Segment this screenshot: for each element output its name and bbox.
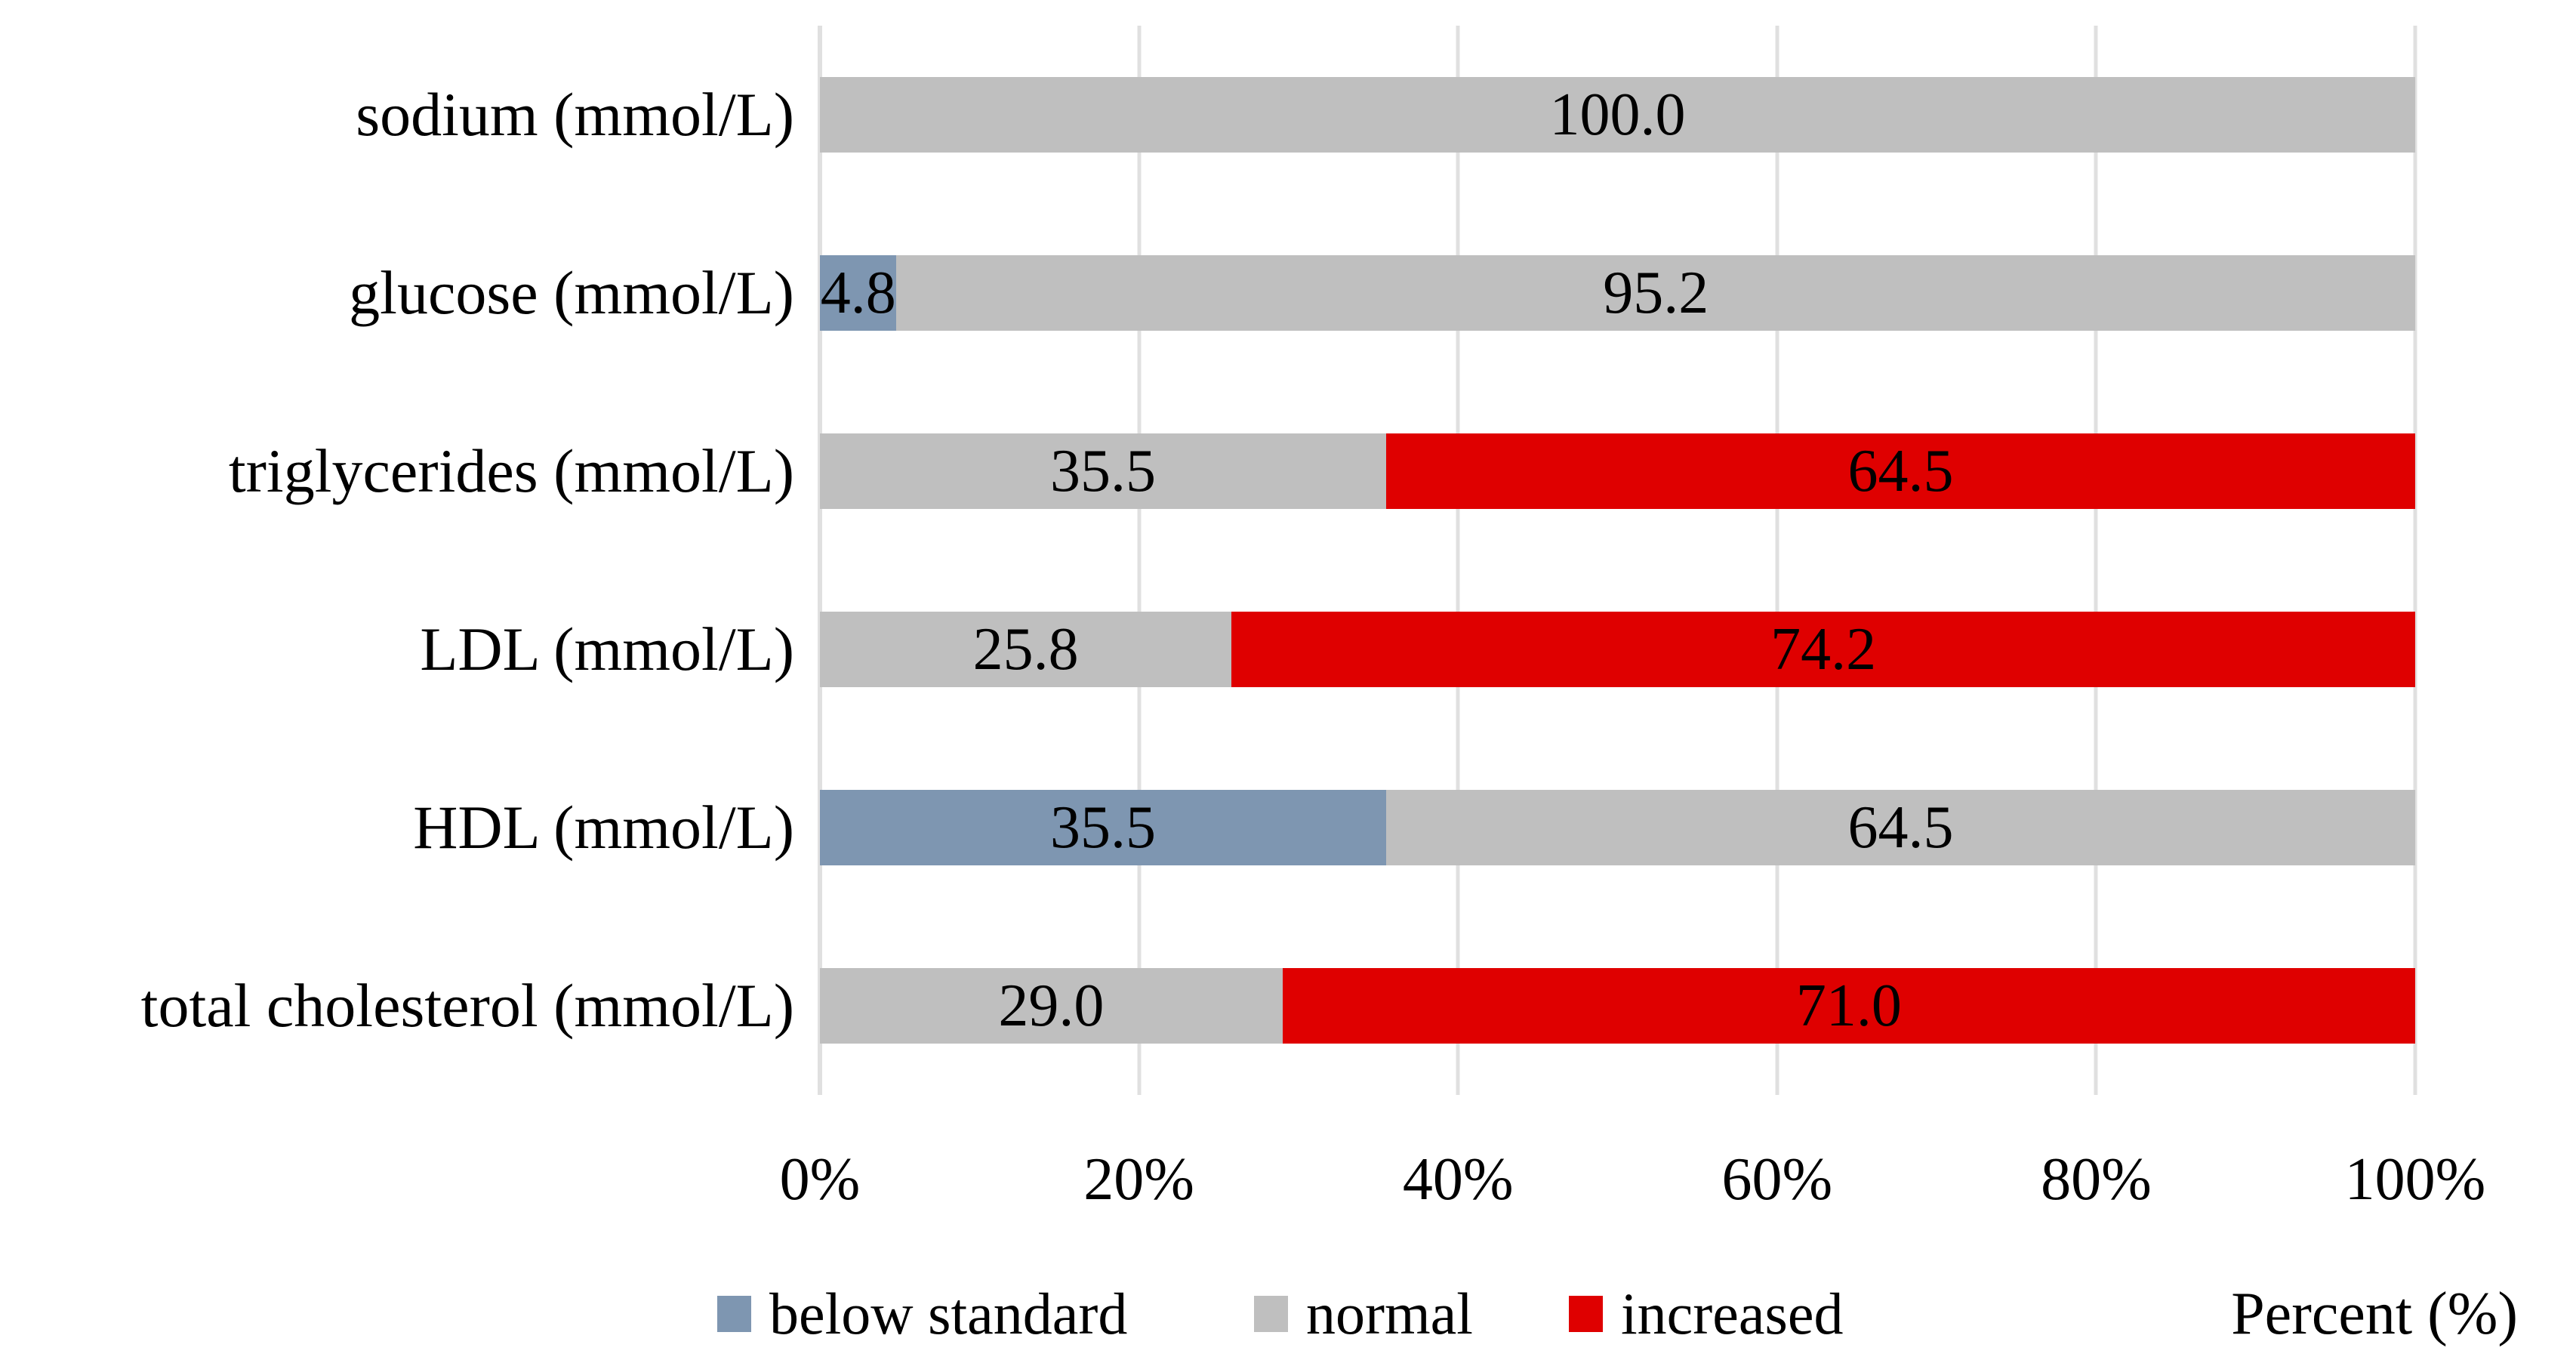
bar-segment-normal: 35.5 (820, 433, 1387, 509)
bar-segment-normal: 64.5 (1386, 790, 2415, 865)
value-label: 64.5 (1847, 438, 1954, 504)
value-label: 64.5 (1847, 794, 1954, 861)
legend-marker-icon (1254, 1296, 1288, 1332)
bar-segment-normal: 25.8 (820, 612, 1232, 687)
category-label: glucose (mmol/L) (349, 258, 794, 327)
bar-segment-normal: 29.0 (820, 968, 1283, 1044)
legend-marker-icon (1569, 1296, 1603, 1332)
value-label: 29.0 (998, 973, 1105, 1039)
plot-area: 100.0 4.8 95.2 35.5 64.5 25.8 74.2 35.5 64.5 29.0… (818, 26, 2417, 1095)
value-label: 71.0 (1795, 973, 1902, 1039)
legend-item-below-standard: below standard (717, 1278, 1127, 1350)
x-tick-label: 100% (2344, 1146, 2486, 1213)
value-label: 25.8 (972, 616, 1079, 683)
bar-row: 29.0 71.0 (820, 968, 2415, 1044)
value-label: 95.2 (1603, 260, 1709, 326)
value-label: 35.5 (1050, 438, 1157, 504)
category-label: sodium (mmol/L) (356, 80, 794, 149)
bar-segment-below-standard: 35.5 (820, 790, 1387, 865)
gridline (1456, 26, 1460, 1095)
bar-segment-normal: 95.2 (896, 255, 2415, 331)
y-axis-line (818, 26, 822, 1095)
bar-segment-increased: 64.5 (1386, 433, 2415, 509)
legend: below standard normal increased (0, 1278, 2576, 1350)
x-axis-title: Percent (%) (2231, 1281, 2518, 1347)
legend-label: increased (1621, 1281, 1844, 1346)
legend-item-normal: normal (1254, 1278, 1473, 1350)
bar-row: 4.8 95.2 (820, 255, 2415, 331)
bar-row: 100.0 (820, 77, 2415, 153)
value-label: 74.2 (1770, 616, 1877, 683)
gridline (1775, 26, 1779, 1095)
bar-segment-normal: 100.0 (820, 77, 2415, 153)
x-tick-label: 60% (1721, 1146, 1833, 1213)
gridline (2413, 26, 2417, 1095)
value-label: 100.0 (1549, 82, 1686, 148)
category-label: triglycerides (mmol/L) (228, 436, 794, 505)
bar-segment-increased: 71.0 (1282, 968, 2415, 1044)
x-tick-label: 40% (1402, 1146, 1514, 1213)
gridline (1137, 26, 1142, 1095)
legend-label: below standard (769, 1281, 1128, 1346)
legend-item-increased: increased (1569, 1278, 1843, 1350)
bar-row: 35.5 64.5 (820, 433, 2415, 509)
category-labels: sodium (mmol/L) glucose (mmol/L) triglycer… (0, 26, 794, 1095)
bar-row: 25.8 74.2 (820, 612, 2415, 687)
gridline (2094, 26, 2098, 1095)
x-tick-label: 0% (779, 1146, 861, 1213)
legend-marker-icon (717, 1296, 751, 1332)
category-label: total cholesterol (mmol/L) (140, 971, 794, 1040)
bar-segment-increased: 74.2 (1231, 612, 2415, 687)
value-label: 4.8 (820, 260, 896, 326)
bar-segment-below-standard: 4.8 (820, 255, 897, 331)
x-axis-ticks: 0% 20% 40% 60% 80% 100% (780, 1146, 2486, 1217)
x-tick-label: 20% (1083, 1146, 1194, 1213)
legend-label: normal (1306, 1281, 1473, 1346)
bar-row: 35.5 64.5 (820, 790, 2415, 865)
x-tick-label: 80% (2041, 1146, 2152, 1213)
value-label: 35.5 (1050, 794, 1157, 861)
category-label: LDL (mmol/L) (420, 615, 794, 683)
category-label: HDL (mmol/L) (413, 793, 794, 862)
